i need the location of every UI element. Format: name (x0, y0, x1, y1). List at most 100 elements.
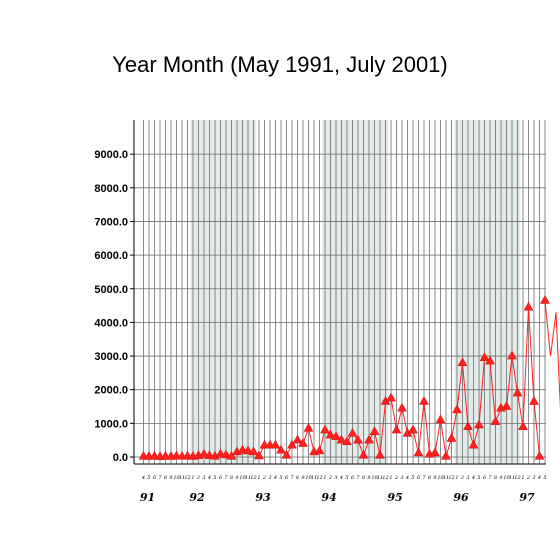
x-month-label: 7 (488, 475, 492, 481)
x-month-label: 4 (339, 475, 343, 481)
x-month-label: 5 (543, 475, 546, 481)
x-month-label: 7 (356, 475, 360, 481)
x-month-label: 1 (191, 475, 194, 481)
x-month-label: 4 (207, 475, 211, 481)
y-tick-label: 3000.0 (94, 351, 128, 363)
data-point (534, 450, 545, 460)
data-point (386, 392, 396, 402)
x-month-label: 4 (405, 475, 409, 481)
x-month-label: 2 (328, 475, 332, 481)
data-point (474, 419, 484, 429)
data-point (375, 449, 385, 459)
x-month-label: 12 (250, 475, 256, 481)
data-point (342, 436, 352, 446)
x-month-label: 3 (532, 475, 535, 481)
y-tick-label: 2000.0 (94, 385, 128, 397)
x-month-label: 9 (169, 475, 173, 481)
x-month-label: 8 (164, 475, 167, 481)
data-point (248, 446, 259, 456)
data-point (243, 445, 253, 455)
y-tick-label: 5000.0 (94, 284, 128, 296)
x-month-label: 3 (334, 475, 337, 481)
x-month-label: 9 (499, 475, 503, 481)
x-month-label: 6 (285, 475, 289, 481)
series-line (544, 300, 560, 411)
x-month-label: 10 (503, 475, 510, 481)
data-point (468, 439, 479, 449)
x-year-label: 96 (453, 491, 469, 504)
data-point (408, 424, 418, 434)
data-point (314, 445, 325, 455)
data-point (523, 301, 534, 311)
data-point (490, 416, 501, 425)
data-point (364, 434, 374, 444)
x-month-label: 8 (296, 475, 299, 481)
data-point (463, 421, 473, 430)
data-point (358, 449, 369, 459)
x-month-label: 7 (290, 475, 294, 481)
x-month-label: 12 (514, 475, 520, 481)
x-month-label: 6 (417, 475, 421, 481)
data-point (221, 449, 231, 459)
data-point (254, 450, 264, 460)
x-month-label: 10 (173, 475, 180, 481)
x-year-label: 97 (519, 491, 535, 504)
x-month-label: 10 (239, 475, 246, 481)
data-point (529, 395, 539, 405)
x-month-label: 9 (301, 475, 305, 481)
x-month-label: 10 (305, 475, 312, 481)
x-month-label: 12 (448, 475, 454, 481)
x-month-label: 6 (153, 475, 157, 481)
data-point (457, 357, 468, 367)
data-point (347, 427, 358, 437)
x-month-label: 6 (483, 475, 487, 481)
x-month-label: 2 (262, 475, 266, 481)
chart-title: Year Month (May 1991, July 2001) (112, 52, 448, 77)
x-month-label: 5 (147, 475, 150, 481)
data-point (298, 438, 308, 447)
data-point (430, 447, 440, 457)
shaded-year-band (322, 120, 389, 464)
x-year-label: 93 (255, 491, 271, 504)
x-year-label: 94 (321, 491, 336, 504)
x-month-label: 4 (273, 475, 277, 481)
x-month-label: 2 (196, 475, 200, 481)
data-point (435, 414, 446, 424)
data-point (325, 429, 336, 439)
y-tick-label: 6000.0 (94, 250, 128, 262)
x-month-label: 4 (471, 475, 475, 481)
x-month-label: 2 (394, 475, 398, 481)
data-point (518, 421, 528, 430)
data-point (336, 434, 347, 444)
data-point (199, 448, 209, 458)
shaded-year-band (190, 120, 257, 464)
y-tick-label: 7000.0 (94, 216, 128, 228)
x-month-label: 4 (141, 475, 145, 481)
x-month-label: 5 (345, 475, 348, 481)
data-point (320, 424, 330, 434)
x-month-label: 3 (202, 475, 205, 481)
x-month-label: 11 (179, 475, 185, 481)
x-month-label: 12 (316, 475, 322, 481)
data-point (391, 424, 402, 434)
x-month-label: 9 (433, 475, 437, 481)
x-month-label: 3 (268, 475, 271, 481)
y-tick-label: 0.0 (113, 452, 128, 464)
y-tick-label: 9000.0 (94, 149, 128, 161)
x-month-label: 7 (158, 475, 162, 481)
x-month-label: 8 (362, 475, 365, 481)
x-month-label: 3 (400, 475, 403, 481)
data-point (452, 404, 462, 414)
x-month-label: 3 (466, 475, 469, 481)
x-year-label: 92 (189, 491, 205, 504)
data-point (397, 402, 407, 412)
x-month-label: 10 (437, 475, 444, 481)
x-month-label: 11 (443, 475, 449, 481)
x-month-label: 11 (377, 475, 383, 481)
data-point (507, 350, 517, 360)
data-point (413, 447, 424, 457)
x-month-label: 6 (219, 475, 223, 481)
data-point (479, 352, 490, 361)
y-tick-label: 1000.0 (94, 418, 128, 430)
x-month-label: 9 (367, 475, 371, 481)
